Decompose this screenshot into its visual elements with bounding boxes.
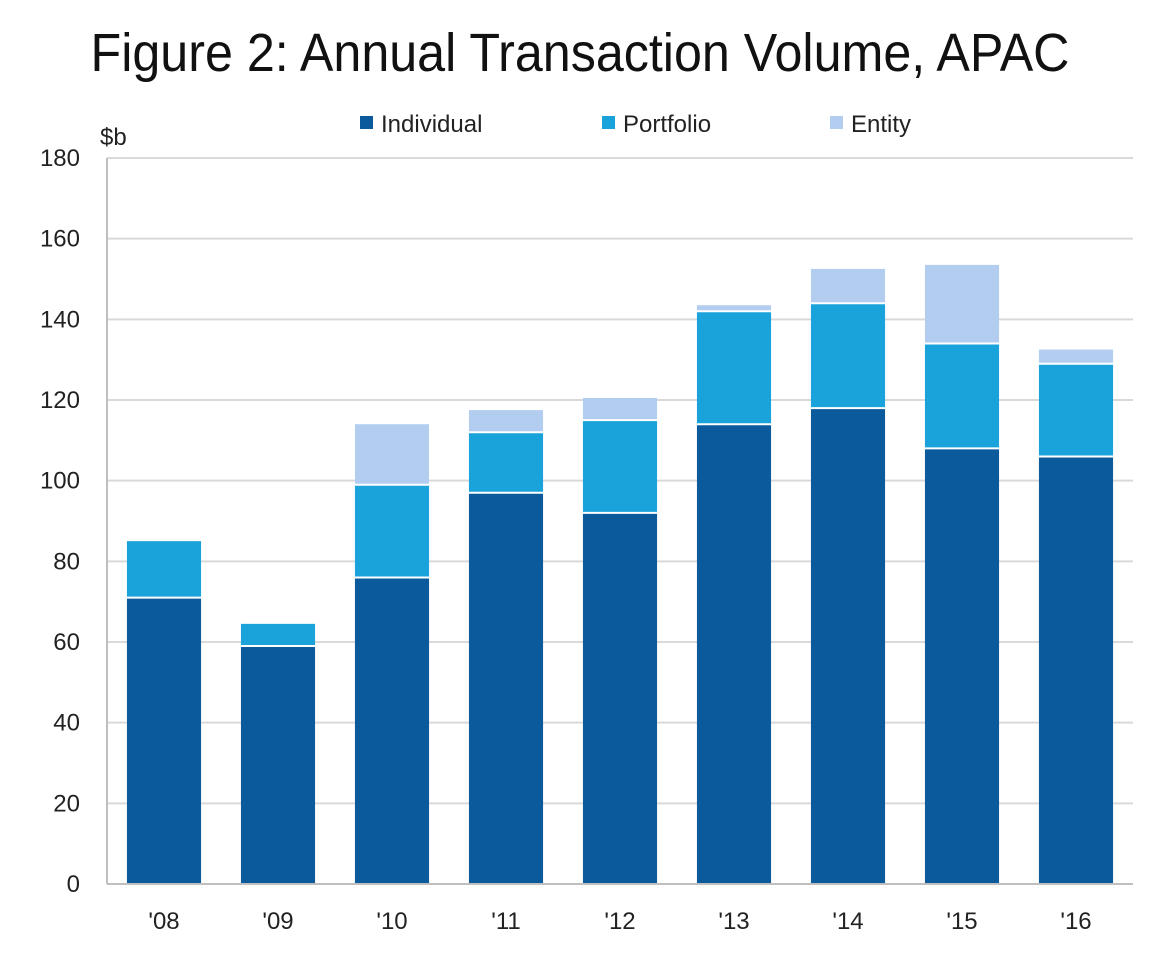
bar-individual-09 [240,646,316,884]
bar-entity-10 [354,424,430,485]
legend-label: Individual [381,111,482,138]
x-tick-label: '14 [832,908,863,935]
y-tick-label: 160 [40,226,80,253]
bar-portfolio-11 [468,432,544,493]
bar-portfolio-09 [240,623,316,647]
x-tick-label: '15 [946,908,977,935]
legend-item-entity: Entity [830,111,911,138]
x-tick-label: '12 [604,908,635,935]
y-tick-label: 180 [40,145,80,172]
bar-individual-15 [924,448,1000,884]
y-tick-label: 120 [40,387,80,414]
legend-label: Entity [851,111,911,138]
y-axis-unit-label: $b [100,124,127,151]
bar-entity-13 [696,305,772,312]
legend-swatch [830,116,843,129]
bar-portfolio-10 [354,484,430,578]
bar-portfolio-15 [924,343,1000,449]
legend-swatch [360,116,373,129]
bar-individual-14 [810,408,886,884]
y-tick-label: 100 [40,468,80,495]
bar-portfolio-16 [1038,363,1114,457]
legend: Individual Portfolio Entity [360,111,911,138]
x-tick-label: '09 [262,908,293,935]
y-tick-label: 40 [53,710,80,737]
bar-individual-16 [1038,456,1114,884]
x-tick-label: '08 [148,908,179,935]
bar-portfolio-08 [126,541,202,598]
bar-entity-14 [810,268,886,304]
bar-individual-11 [468,492,544,884]
legend-item-portfolio: Portfolio [602,111,711,138]
x-tick-label: '13 [718,908,749,935]
bar-entity-12 [582,397,658,421]
y-tick-label: 60 [53,629,80,656]
bar-individual-12 [582,512,658,884]
axes: 0 20 40 60 80 100 120 140 160 180 '08 '09 '10 '11 '12 '… [40,145,1133,935]
y-tick-label: 80 [53,548,80,575]
y-tick-label: 20 [53,790,80,817]
bar-individual-08 [126,597,202,884]
bar-individual-10 [354,577,430,884]
bar-entity-16 [1038,349,1114,364]
legend-item-individual: Individual [360,111,482,138]
x-tick-label: '10 [376,908,407,935]
x-tick-label: '16 [1060,908,1091,935]
bar-entity-11 [468,410,544,433]
y-tick-label: 0 [67,871,80,898]
bar-individual-13 [696,424,772,884]
chart-title: Figure 2: Annual Transaction Volume, APA… [90,23,1070,83]
bar-portfolio-12 [582,420,658,513]
bar-portfolio-13 [696,311,772,425]
legend-label: Portfolio [623,111,711,138]
bar-portfolio-14 [810,303,886,409]
x-tick-label: '11 [491,908,521,935]
legend-swatch [602,116,615,129]
bar-entity-15 [924,264,1000,344]
y-tick-label: 140 [40,306,80,333]
bars [126,264,1114,884]
